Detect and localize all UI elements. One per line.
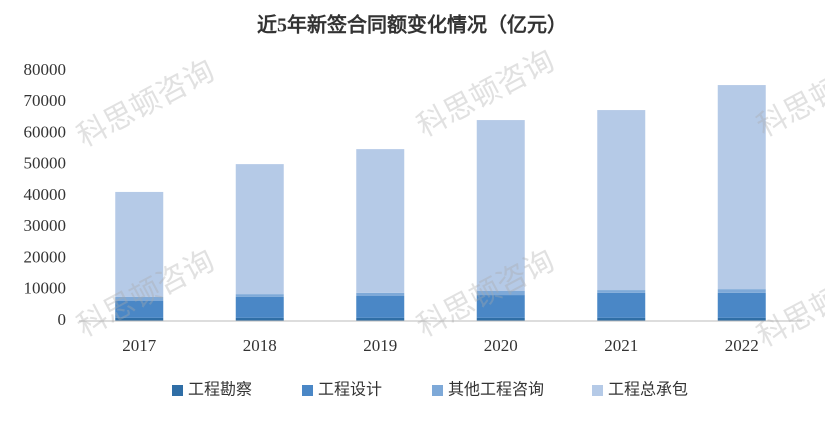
y-tick-label: 70000 [24, 91, 67, 110]
legend-swatch [432, 385, 443, 396]
legend-swatch [172, 385, 183, 396]
x-tick-label: 2017 [122, 336, 157, 355]
y-tick-label: 30000 [24, 216, 67, 235]
bar-segment [717, 317, 766, 321]
bar-segment [476, 295, 525, 318]
bar-segment [597, 317, 646, 321]
x-tick-label: 2018 [243, 336, 277, 355]
bar-segment [235, 294, 284, 297]
bar-segment [476, 317, 525, 321]
x-tick-label: 2021 [604, 336, 638, 355]
y-tick-label: 0 [58, 310, 67, 329]
bar-segment [597, 290, 646, 293]
bar-segment [115, 191, 164, 297]
bar-segment [235, 164, 284, 295]
legend-label: 工程勘察 [188, 381, 252, 399]
bar-segment [356, 292, 405, 296]
watermark: 科思顿咨询 [71, 53, 220, 154]
x-tick-label: 2022 [725, 336, 759, 355]
y-tick-label: 10000 [24, 279, 67, 298]
y-tick-label: 40000 [24, 185, 67, 204]
chart-title: 近5年新签合同额变化情况（亿元） [257, 13, 567, 37]
bar-segment [597, 292, 646, 318]
bar-segment [476, 120, 525, 291]
y-tick-label: 50000 [24, 154, 67, 173]
bar-segment [356, 296, 405, 318]
legend-label: 工程设计 [318, 381, 382, 399]
y-tick-label: 80000 [24, 60, 67, 79]
bar-segment [476, 291, 525, 296]
bar-segment [356, 317, 405, 321]
bar-segment [115, 296, 164, 301]
x-tick-label: 2020 [484, 336, 518, 355]
legend-label: 其他工程咨询 [448, 381, 544, 399]
bar-segment [597, 110, 646, 291]
bar-segment [115, 301, 164, 318]
bar-segment [356, 149, 405, 293]
bar-segment [717, 85, 766, 290]
bar-segment [235, 317, 284, 321]
legend-swatch [302, 385, 313, 396]
bar-segment [115, 317, 164, 321]
x-tick-label: 2019 [363, 336, 397, 355]
bar-segment [235, 296, 284, 318]
y-tick-label: 20000 [24, 247, 67, 266]
bar-segment [717, 289, 766, 293]
bar-segment [717, 292, 766, 318]
legend-swatch [592, 385, 603, 396]
y-tick-label: 60000 [24, 122, 67, 141]
legend-label: 工程总承包 [608, 381, 688, 399]
